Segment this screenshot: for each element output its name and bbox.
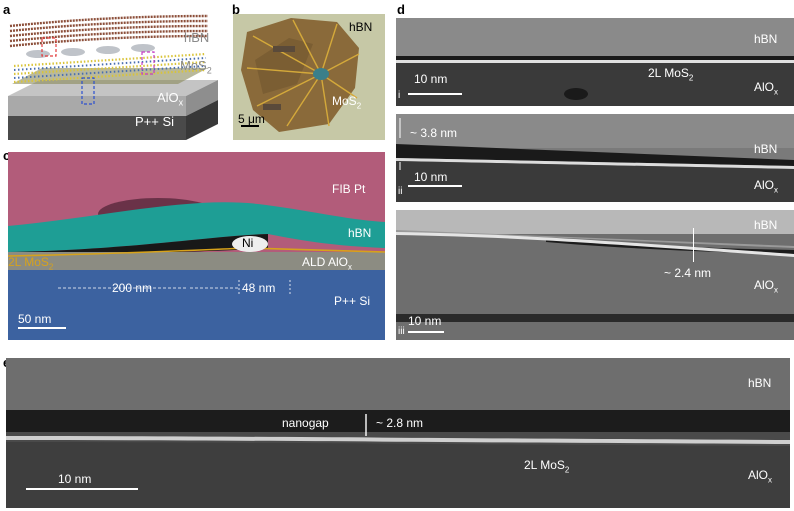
tem-image-d-i xyxy=(396,18,794,106)
label-a-mos2: MoS2 xyxy=(180,58,212,76)
label-d-ii-alox: AlOx xyxy=(754,178,779,195)
label-d-iii-hbn: hBN xyxy=(754,218,778,232)
false-color-cross-section xyxy=(8,152,385,340)
label-d-i-alox: AlOx xyxy=(754,80,779,97)
panel-d-iii xyxy=(396,210,794,340)
label-d-i-roman: i xyxy=(398,90,401,101)
panel-letter-c: c xyxy=(3,148,11,163)
label-d-ii-scale: 10 nm xyxy=(414,170,448,184)
label-e-hbn: hBN xyxy=(748,376,772,390)
label-e-scale: 10 nm xyxy=(58,472,92,486)
label-e-alox: AlOx xyxy=(748,468,773,485)
panel-e-tem xyxy=(6,358,790,508)
panel-d-ii xyxy=(396,114,794,202)
tem-image-d-iii xyxy=(396,210,794,333)
label-e-mos2: 2L MoS2 xyxy=(524,458,570,475)
label-c-mos2: 2L MoS2 xyxy=(8,255,54,272)
label-a-alox: AlOx xyxy=(157,90,184,108)
label-c-fib-pt: FIB Pt xyxy=(332,182,366,196)
label-d-iii-roman: iii xyxy=(398,326,405,337)
label-c-dim2: 48 nm xyxy=(242,281,276,295)
label-d-iii-alox: AlOx xyxy=(754,278,779,295)
label-c-ni: Ni xyxy=(242,236,254,250)
tem-image-d-ii xyxy=(396,114,794,202)
label-e-gap: ~ 2.8 nm xyxy=(376,416,424,430)
label-b-scale: 5 μm xyxy=(238,112,265,126)
optical-micrograph xyxy=(241,18,360,132)
label-d-iii-scale: 10 nm xyxy=(408,314,442,328)
panel-letter-b: b xyxy=(232,2,240,17)
panel-c-tem xyxy=(8,152,385,340)
label-d-ii-roman: ii xyxy=(398,186,403,197)
label-c-ald: ALD AlOx xyxy=(302,255,353,272)
label-d-i-mos2: 2L MoS2 xyxy=(648,66,694,83)
label-d-iii-gap: ~ 2.4 nm xyxy=(664,266,712,280)
panel-d-i xyxy=(396,18,794,106)
gap-arrow-d-iii xyxy=(693,228,694,262)
device-stack-schematic xyxy=(8,14,218,140)
label-a-substrate: P++ Si xyxy=(135,114,175,129)
label-c-si: P++ Si xyxy=(334,294,371,308)
label-e-nanogap: nanogap xyxy=(282,416,329,430)
label-c-scale: 50 nm xyxy=(18,312,52,326)
label-c-dim1: 200 nm xyxy=(112,281,153,295)
label-a-hbn: hBN xyxy=(184,30,210,45)
panel-b-optical xyxy=(233,14,385,140)
panel-a-schematic xyxy=(8,12,226,142)
label-c-hbn: hBN xyxy=(348,226,372,240)
label-b-mos2: MoS2 xyxy=(332,94,362,111)
label-d-i-scale: 10 nm xyxy=(414,72,448,86)
panel-letter-d: d xyxy=(397,2,405,17)
label-d-i-hbn: hBN xyxy=(754,32,778,46)
tem-image-e xyxy=(6,358,790,508)
label-b-hbn: hBN xyxy=(349,20,373,34)
label-d-ii-hbn: hBN xyxy=(754,142,778,156)
label-d-ii-gap: ~ 3.8 nm xyxy=(410,126,458,140)
panel-letter-a: a xyxy=(3,2,11,17)
